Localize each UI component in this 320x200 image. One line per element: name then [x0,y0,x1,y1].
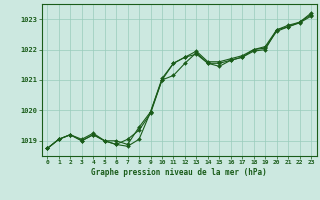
X-axis label: Graphe pression niveau de la mer (hPa): Graphe pression niveau de la mer (hPa) [91,168,267,177]
